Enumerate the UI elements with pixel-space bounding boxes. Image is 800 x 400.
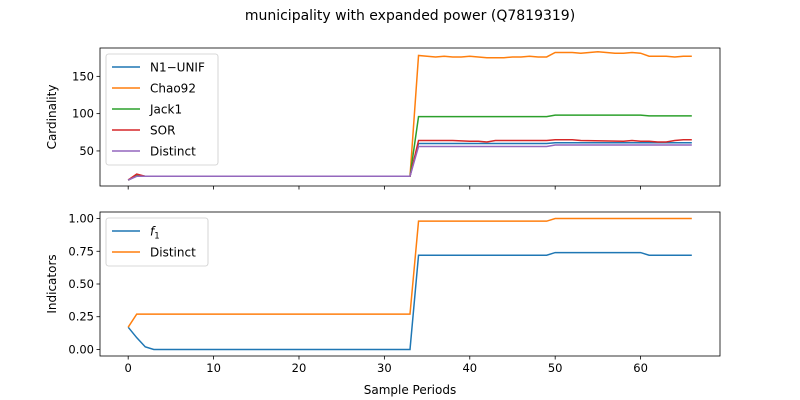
y-axis-label-1: Indicators [45, 254, 59, 313]
x-tick-label-1-1: 10 [206, 361, 221, 375]
x-axis-label: Sample Periods [364, 383, 456, 397]
x-tick-label-1-3: 30 [377, 361, 392, 375]
legend-label-1-0: f1 [150, 225, 160, 242]
x-tick-label-1-2: 20 [292, 361, 307, 375]
y-tick-label-1-4: 1.00 [68, 212, 94, 226]
figure-title: municipality with expanded power (Q78193… [245, 8, 575, 24]
y-axis-label-0: Cardinality [45, 85, 59, 150]
cardinality-panel: 50 100 150 Cardinality N1−UNIF Chao92 Jack1 SOR… [45, 47, 721, 190]
legend-label-0-3: SOR [150, 124, 175, 138]
y-tick-label-0-2: 150 [72, 69, 94, 83]
y-tick-label-1-2: 0.50 [68, 277, 94, 291]
series-line-1-1 [127, 217, 692, 328]
series-line-0-3 [127, 139, 692, 181]
y-tick-label-0-0: 50 [79, 144, 94, 158]
legend-box-1 [105, 217, 209, 267]
legend-label-0-0: N1−UNIF [150, 61, 205, 75]
y-tick-label-1-1: 0.25 [68, 310, 94, 324]
x-tick-label-1-0: 0 [125, 361, 132, 375]
series-line-1-0 [127, 251, 692, 351]
x-tick-label-1-6: 60 [633, 361, 648, 375]
legend-box-0 [105, 53, 219, 166]
y-tick-label-0-1: 100 [72, 107, 94, 121]
legend-label-0-2: Jack1 [149, 103, 182, 117]
series-line-0-1 [127, 50, 692, 181]
x-tick-label-1-5: 50 [548, 361, 563, 375]
legend-label-1-1: Distinct [150, 246, 196, 260]
y-tick-label-1-3: 0.75 [68, 244, 94, 258]
legend-label-0-1: Chao92 [150, 82, 196, 96]
indicators-panel: 0 10 20 30 40 50 60 0.00 0.25 0.50 0.75 1.00 Indicat… [45, 212, 721, 375]
y-tick-label-1-0: 0.00 [68, 342, 94, 356]
axes-frame-0 [99, 47, 721, 187]
series-line-0-4 [127, 144, 692, 181]
legend-label-0-4: Distinct [150, 145, 196, 159]
x-tick-label-1-4: 40 [462, 361, 477, 375]
